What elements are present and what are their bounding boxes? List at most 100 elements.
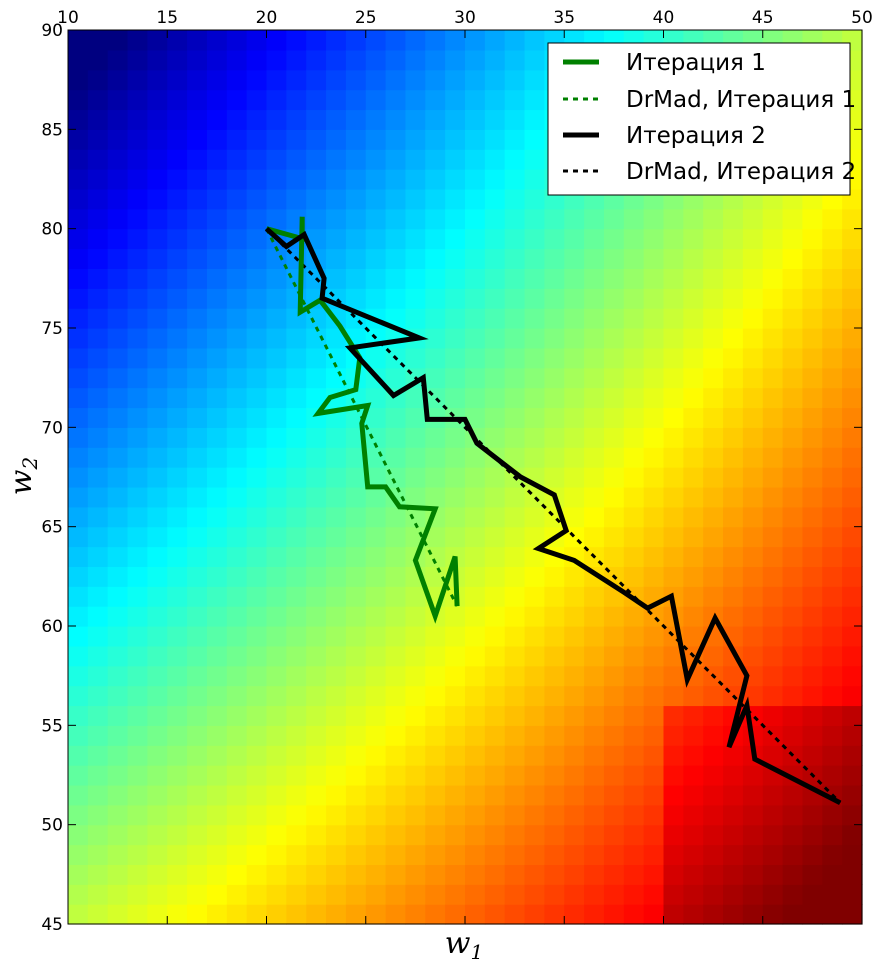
heatmap-cell — [365, 89, 387, 111]
heatmap-cell — [147, 387, 168, 409]
heatmap-cell — [703, 784, 724, 806]
heatmap-cell — [365, 467, 387, 488]
heatmap-cell — [167, 208, 188, 230]
heatmap-cell — [385, 864, 407, 885]
heatmap-cell — [306, 745, 327, 766]
heatmap-cell — [623, 387, 645, 409]
heatmap-cell — [365, 645, 387, 667]
heatmap-cell — [584, 804, 605, 826]
heatmap-cell — [445, 89, 466, 111]
heatmap-cell — [306, 506, 327, 528]
heatmap-cell — [425, 784, 446, 806]
heatmap-cell — [703, 705, 724, 726]
heatmap-cell — [465, 308, 486, 329]
heatmap-cell — [167, 606, 188, 627]
heatmap-cell — [425, 645, 446, 667]
heatmap-cell — [246, 447, 268, 468]
heatmap-cell — [246, 626, 268, 647]
heatmap-cell — [286, 407, 307, 428]
heatmap-cell — [385, 208, 407, 230]
heatmap-cell — [623, 208, 645, 230]
heatmap-cell — [544, 864, 565, 885]
heatmap-cell — [643, 288, 665, 309]
heatmap-cell — [246, 407, 268, 428]
heatmap-cell — [187, 188, 208, 210]
heatmap-cell — [643, 784, 665, 806]
heatmap-cell — [643, 228, 665, 250]
heatmap-cell — [484, 904, 506, 925]
y-tick-label: 65 — [41, 518, 63, 538]
heatmap-cell — [187, 486, 208, 508]
heatmap-cell — [484, 804, 506, 826]
heatmap-cell — [663, 427, 684, 448]
heatmap-cell — [782, 328, 804, 349]
heatmap-cell — [345, 248, 367, 269]
heatmap-cell — [762, 208, 784, 230]
heatmap-cell — [405, 89, 426, 111]
heatmap-cell — [842, 765, 863, 786]
heatmap-cell — [643, 526, 665, 548]
heatmap-cell — [147, 824, 168, 846]
heatmap-cell — [306, 705, 327, 726]
series-line-1 — [265, 216, 460, 624]
y-tick-label: 70 — [41, 418, 63, 438]
heatmap-cell — [266, 546, 287, 567]
heatmap-cell — [762, 427, 784, 448]
heatmap-cell — [127, 387, 148, 409]
heatmap-cell — [226, 228, 248, 250]
heatmap-cell — [822, 367, 843, 389]
heatmap-cell — [703, 645, 724, 667]
heatmap-cell — [187, 367, 208, 389]
heatmap-cell — [504, 188, 526, 210]
heatmap-cell — [445, 188, 466, 210]
heatmap-cell — [802, 208, 823, 230]
heatmap-cell — [306, 49, 327, 71]
heatmap-cell — [584, 586, 605, 607]
heatmap-cell — [564, 705, 585, 726]
heatmap-cell — [405, 407, 426, 428]
heatmap-cell — [802, 486, 823, 508]
heatmap-cell — [226, 904, 248, 925]
heatmap-cell — [147, 169, 168, 190]
heatmap-cell — [484, 626, 506, 647]
heatmap-cell — [643, 546, 665, 567]
heatmap-cell — [385, 169, 407, 190]
heatmap-cell — [385, 685, 407, 707]
heatmap-cell — [465, 864, 486, 885]
heatmap-cell — [187, 546, 208, 567]
heatmap-cell — [663, 248, 684, 269]
heatmap-cell — [345, 864, 367, 885]
heatmap-cell — [703, 387, 724, 409]
heatmap-cell — [167, 904, 188, 925]
heatmap-cell — [107, 268, 129, 289]
heatmap-cell — [703, 407, 724, 428]
heatmap-cell — [564, 606, 585, 627]
heatmap-cell — [206, 169, 228, 190]
heatmap-cell — [306, 188, 327, 210]
heatmap-cell — [643, 467, 665, 488]
heatmap-cell — [226, 606, 248, 627]
heatmap-cell — [544, 367, 565, 389]
heatmap-cell — [365, 188, 387, 210]
heatmap-cell — [306, 566, 327, 587]
heatmap-cell — [187, 268, 208, 289]
heatmap-cell — [782, 546, 804, 567]
heatmap-cell — [206, 89, 228, 111]
heatmap-cell — [206, 129, 228, 150]
heatmap-cell — [306, 606, 327, 627]
heatmap-cell — [167, 407, 188, 428]
heatmap-cell — [147, 784, 168, 806]
heatmap-cell — [504, 864, 526, 885]
heatmap-cell — [286, 705, 307, 726]
heatmap-cell — [385, 109, 407, 130]
heatmap-cell — [206, 447, 228, 468]
heatmap-cell — [226, 626, 248, 647]
heatmap-cell — [762, 228, 784, 250]
heatmap-cell — [107, 685, 129, 707]
heatmap-cell — [345, 208, 367, 230]
heatmap-cell — [683, 248, 704, 269]
heatmap-cell — [206, 784, 228, 806]
heatmap-cell — [405, 804, 426, 826]
heatmap-cell — [226, 188, 248, 210]
heatmap-cell — [723, 765, 744, 786]
